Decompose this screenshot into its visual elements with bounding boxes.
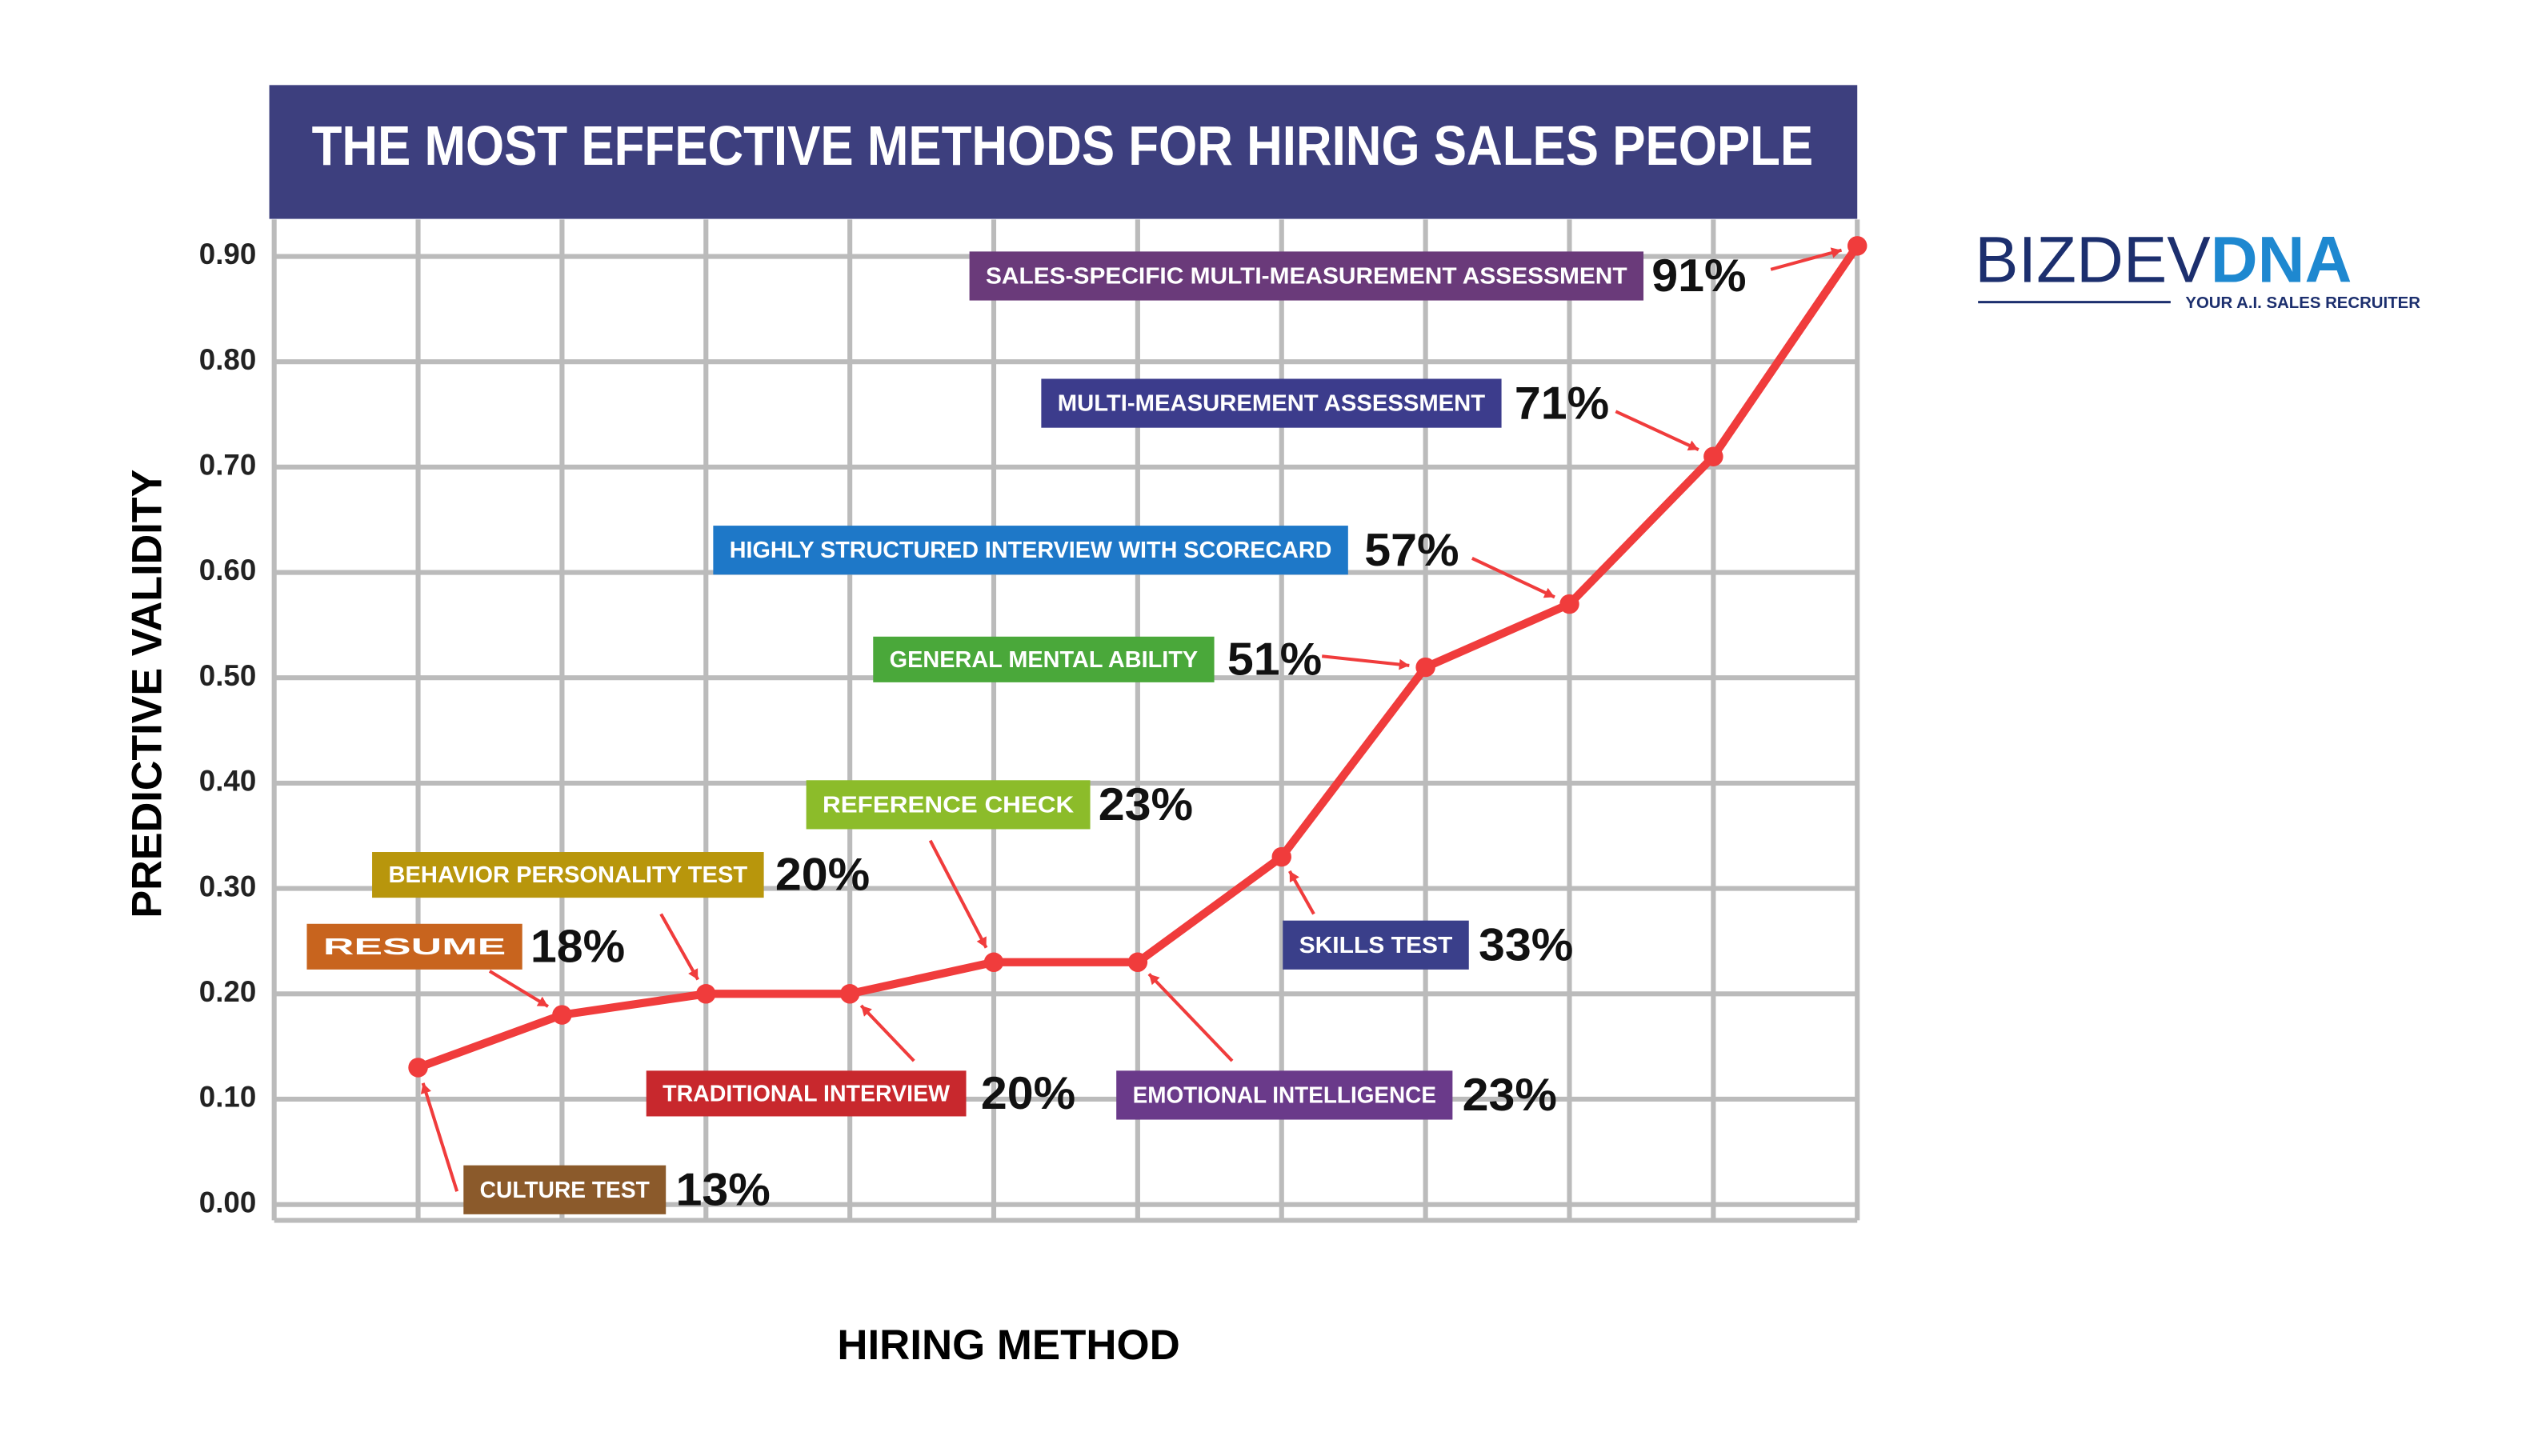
value-label: 20% bbox=[775, 850, 870, 901]
y-axis-label: PREDICTIVE VALIDITY bbox=[124, 470, 171, 918]
label-box bbox=[1283, 920, 1469, 970]
category-label: HIGHLY STRUCTURED INTERVIEW WITH SCORECA… bbox=[730, 538, 1332, 563]
data-point bbox=[839, 984, 860, 1004]
category-label: GENERAL MENTAL ABILITY bbox=[890, 647, 1199, 673]
data-point bbox=[1271, 846, 1291, 867]
data-point bbox=[552, 1005, 572, 1025]
category-label: REFERENCE CHECK bbox=[823, 792, 1075, 818]
logo-name: BIZDEVDNA bbox=[1975, 223, 2352, 296]
data-point bbox=[983, 952, 1004, 973]
label-box bbox=[1116, 1070, 1453, 1120]
label-box bbox=[1041, 378, 1502, 428]
label-box bbox=[372, 852, 764, 898]
arrow-head bbox=[1687, 440, 1699, 451]
y-tick-label: 0.50 bbox=[199, 659, 256, 692]
data-point bbox=[1847, 236, 1867, 256]
value-label: 13% bbox=[675, 1164, 770, 1215]
category-label: CULTURE TEST bbox=[480, 1178, 651, 1203]
data-point bbox=[696, 984, 716, 1004]
arrow bbox=[488, 970, 550, 1008]
chart-title: THE MOST EFFECTIVE METHODS FOR HIRING SA… bbox=[312, 114, 1814, 177]
arrow-head bbox=[976, 936, 987, 948]
y-tick-label: 0.20 bbox=[199, 975, 256, 1008]
y-tick-label: 0.70 bbox=[199, 449, 256, 482]
x-axis-label: HIRING METHOD bbox=[837, 1322, 1179, 1369]
arrow bbox=[659, 913, 700, 981]
value-label: 51% bbox=[1227, 634, 1322, 686]
arrow-head bbox=[1543, 587, 1555, 598]
arrow bbox=[928, 839, 988, 949]
y-tick-label: 0.90 bbox=[199, 238, 256, 270]
arrow-head bbox=[1399, 658, 1410, 670]
data-point bbox=[1703, 446, 1723, 466]
logo-part: DNA bbox=[2211, 223, 2352, 296]
y-tick-label: 0.40 bbox=[199, 765, 256, 798]
label-box bbox=[646, 1070, 967, 1117]
value-label: 57% bbox=[1364, 525, 1459, 576]
arrow bbox=[1770, 248, 1843, 271]
logo-tagline: YOUR A.I. SALES RECRUITER bbox=[2185, 294, 2420, 312]
value-label: 20% bbox=[981, 1068, 1075, 1119]
category-label: MULTI-MEASUREMENT ASSESSMENT bbox=[1058, 391, 1486, 417]
label-box bbox=[463, 1165, 667, 1214]
label-box bbox=[806, 780, 1091, 830]
arrow bbox=[1321, 654, 1410, 667]
data-point bbox=[1415, 657, 1435, 678]
y-tick-label: 0.10 bbox=[199, 1081, 256, 1114]
arrow bbox=[421, 1082, 459, 1192]
category-label: BEHAVIOR PERSONALITY TEST bbox=[388, 862, 747, 888]
y-tick-label: 0.00 bbox=[199, 1186, 256, 1218]
logo-part: BIZDEV bbox=[1975, 223, 2211, 296]
plot: 0.00 0.10 0.20 0.30 0.40 0.50 0.60 0.70 0.80 0.90… bbox=[199, 219, 1867, 1223]
title-banner bbox=[269, 85, 1858, 219]
category-label: SALES-SPECIFIC MULTI-MEASUREMENT ASSESSM… bbox=[986, 264, 1627, 290]
category-label: TRADITIONAL INTERVIEW bbox=[663, 1081, 950, 1106]
value-label: 33% bbox=[1479, 919, 1573, 970]
data-point bbox=[1559, 594, 1579, 614]
y-tick-label: 0.30 bbox=[199, 870, 256, 902]
arrow bbox=[859, 1004, 915, 1062]
category-label: RESUME bbox=[323, 934, 506, 960]
arrow-head bbox=[1830, 247, 1842, 258]
data-point bbox=[1127, 952, 1148, 973]
y-tick-label: 0.80 bbox=[199, 343, 256, 376]
arrow-head bbox=[1148, 974, 1160, 986]
value-label: 23% bbox=[1099, 779, 1193, 830]
y-tick-label: 0.60 bbox=[199, 554, 256, 586]
arrow bbox=[1471, 557, 1555, 599]
arrow bbox=[1147, 973, 1234, 1062]
value-label: 23% bbox=[1463, 1070, 1557, 1121]
label-box bbox=[306, 923, 522, 970]
label-box bbox=[969, 251, 1644, 301]
arrow bbox=[1615, 410, 1699, 451]
value-label: 91% bbox=[1651, 250, 1746, 302]
arrow-head bbox=[420, 1082, 431, 1094]
arrow-head bbox=[688, 968, 699, 980]
value-label: 18% bbox=[530, 921, 625, 972]
arrow-head bbox=[861, 1006, 872, 1017]
category-label: EMOTIONAL INTELLIGENCE bbox=[1133, 1083, 1436, 1109]
data-point bbox=[408, 1058, 428, 1078]
label-box bbox=[713, 526, 1348, 575]
arrow-head bbox=[536, 996, 548, 1007]
value-label: 71% bbox=[1515, 378, 1609, 429]
label-box bbox=[873, 636, 1215, 682]
category-label: SKILLS TEST bbox=[1299, 933, 1453, 958]
arrow-head bbox=[1289, 870, 1299, 883]
